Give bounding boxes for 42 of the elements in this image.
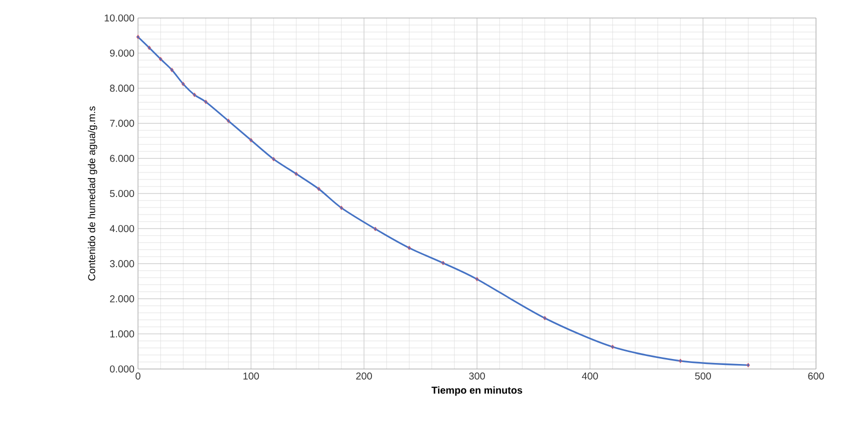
point xyxy=(407,246,411,250)
point xyxy=(475,276,479,282)
y-tick-label: 5.000 xyxy=(110,190,134,198)
x-tick-label: 600 xyxy=(808,372,824,380)
point xyxy=(543,316,547,320)
x-tick-label: 0 xyxy=(136,372,140,380)
y-axis-title: Contenido de humedad gde agua/g.m.s xyxy=(88,106,98,281)
y-tick-label: 4.000 xyxy=(110,225,134,232)
x-tick-label: 500 xyxy=(695,372,711,380)
point xyxy=(746,362,750,368)
point xyxy=(170,68,174,72)
point xyxy=(249,138,253,142)
point xyxy=(204,100,208,104)
point xyxy=(374,226,378,232)
y-tick-label: 8.000 xyxy=(110,84,134,92)
y-tick-label: 0.000 xyxy=(110,365,134,373)
line-series xyxy=(136,34,750,368)
point xyxy=(441,260,445,266)
point xyxy=(610,344,614,350)
point xyxy=(678,358,682,364)
x-axis-title: Tiempo en minutos xyxy=(432,386,522,396)
y-tick-label: 7.000 xyxy=(110,120,134,127)
y-tick-label: 3.000 xyxy=(110,260,134,268)
point xyxy=(294,172,298,176)
x-tick-label: 100 xyxy=(243,372,259,380)
point xyxy=(226,118,230,124)
point xyxy=(340,206,344,210)
x-tick-label: 400 xyxy=(582,372,598,380)
point xyxy=(158,56,162,62)
point xyxy=(317,186,321,192)
point xyxy=(148,46,152,50)
point xyxy=(136,34,140,40)
x-tick-label: 300 xyxy=(469,372,485,380)
y-tick-label: 1.000 xyxy=(110,330,134,338)
y-tick-label: 2.000 xyxy=(110,295,134,302)
point xyxy=(192,92,196,98)
point xyxy=(272,156,276,162)
y-tick-label: 10.000 xyxy=(104,14,134,22)
y-tick-label: 6.000 xyxy=(110,154,134,162)
x-tick-label: 200 xyxy=(356,372,372,380)
y-tick-label: 9.000 xyxy=(110,50,134,57)
point xyxy=(181,82,185,86)
